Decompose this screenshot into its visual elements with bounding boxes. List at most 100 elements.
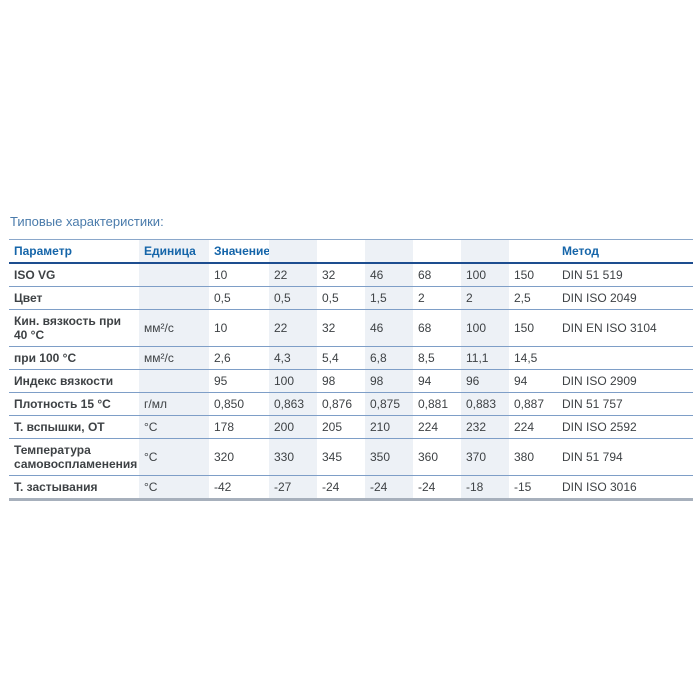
unit-cell: °C — [139, 415, 209, 439]
table-row-viscosity-index: Индекс вязкости 95 100 98 98 94 96 94 DI… — [9, 369, 693, 393]
col-header-value: Значение — [214, 244, 269, 258]
col-header-spacer — [413, 240, 461, 264]
table-row-autoignition: Температура самовоспламенения °C 320 330… — [9, 438, 693, 476]
method-cell — [557, 347, 693, 370]
value-cell: 0,5 — [214, 291, 231, 305]
table-row-kin-viscosity-100: при 100 °C мм²/с 2,6 4,3 5,4 6,8 8,5 11,… — [9, 346, 693, 370]
value-cell: 0,876 — [322, 397, 353, 411]
value-cell: 22 — [269, 309, 317, 347]
value-cell: -27 — [269, 475, 317, 500]
parameter-cell: Кин. вязкость при 40 °C — [14, 314, 122, 342]
value-cell: 350 — [365, 438, 413, 476]
value-cell: 8,5 — [418, 351, 435, 365]
value-cell: 94 — [514, 374, 528, 388]
value-cell: 68 — [418, 321, 432, 335]
col-header-parameter: Параметр — [14, 244, 72, 258]
value-cell: 32 — [322, 321, 336, 335]
unit-cell: мм²/с — [139, 309, 209, 347]
method-cell: DIN ISO 2049 — [562, 291, 637, 305]
col-header-spacer — [509, 240, 557, 264]
value-cell: 22 — [269, 263, 317, 287]
value-cell: 0,881 — [418, 397, 449, 411]
unit-cell — [139, 263, 209, 287]
method-cell: DIN 51 757 — [562, 397, 623, 411]
value-cell: 32 — [322, 268, 336, 282]
col-header-unit: Единица — [139, 239, 209, 263]
value-cell: 0,883 — [461, 392, 509, 416]
value-cell: 100 — [269, 369, 317, 393]
value-cell: 6,8 — [365, 346, 413, 370]
method-cell: DIN 51 794 — [562, 450, 623, 464]
value-cell: 150 — [514, 268, 535, 282]
value-cell: 5,4 — [322, 351, 339, 365]
parameter-cell: при 100 °C — [14, 351, 77, 365]
method-cell: DIN ISO 2909 — [562, 374, 637, 388]
value-cell: 98 — [365, 369, 413, 393]
table-row-kin-viscosity-40: Кин. вязкость при 40 °C мм²/с 10 22 32 4… — [9, 309, 693, 347]
method-cell: DIN ISO 3016 — [562, 480, 637, 494]
value-cell: -18 — [461, 475, 509, 500]
col-header-spacer — [317, 240, 365, 264]
value-cell: 178 — [214, 420, 235, 434]
characteristics-section: Типовые характеристики: Параметр Единица… — [9, 214, 693, 501]
table-row-pour-point: Т. застывания °C -42 -27 -24 -24 -24 -18… — [9, 475, 693, 500]
value-cell: 0,5 — [322, 291, 339, 305]
value-cell: 2,5 — [514, 291, 531, 305]
value-cell: 4,3 — [269, 346, 317, 370]
value-cell: 100 — [461, 309, 509, 347]
col-header-spacer — [365, 239, 413, 263]
value-cell: -42 — [214, 480, 232, 494]
method-cell: DIN EN ISO 3104 — [562, 321, 657, 335]
value-cell: 205 — [322, 420, 343, 434]
value-cell: 232 — [461, 415, 509, 439]
unit-cell — [139, 286, 209, 310]
value-cell: 200 — [269, 415, 317, 439]
parameter-cell: Т. вспышки, ОТ — [14, 420, 105, 434]
value-cell: 224 — [514, 420, 535, 434]
value-cell: 345 — [322, 450, 343, 464]
value-cell: 380 — [514, 450, 535, 464]
value-cell: -24 — [322, 480, 340, 494]
value-cell: 1,5 — [365, 286, 413, 310]
value-cell: 224 — [418, 420, 439, 434]
value-cell: 330 — [269, 438, 317, 476]
col-header-spacer — [461, 239, 509, 263]
value-cell: 0,887 — [514, 397, 545, 411]
section-title: Типовые характеристики: — [10, 214, 164, 229]
value-cell: -24 — [418, 480, 436, 494]
value-cell: 0,875 — [365, 392, 413, 416]
value-cell: 210 — [365, 415, 413, 439]
value-cell: 150 — [514, 321, 535, 335]
value-cell: 96 — [461, 369, 509, 393]
table-row-iso-vg: ISO VG 10 22 32 46 68 100 150 DIN 51 519 — [9, 263, 693, 287]
unit-cell: °C — [139, 438, 209, 476]
unit-cell — [139, 369, 209, 393]
parameter-cell: Плотность 15 °C — [14, 397, 111, 411]
value-cell: 98 — [322, 374, 336, 388]
value-cell: 370 — [461, 438, 509, 476]
parameter-cell: ISO VG — [14, 268, 56, 282]
value-cell: 0,5 — [269, 286, 317, 310]
parameter-cell: Температура самовоспламенения — [14, 443, 138, 471]
parameter-cell: Индекс вязкости — [14, 374, 114, 388]
unit-cell: г/мл — [139, 392, 209, 416]
unit-cell: мм²/с — [139, 346, 209, 370]
value-cell: -24 — [365, 475, 413, 500]
value-cell: 10 — [214, 321, 228, 335]
value-cell: 2 — [418, 291, 425, 305]
value-cell: -15 — [514, 480, 532, 494]
unit-cell: °C — [139, 475, 209, 500]
value-cell: 320 — [214, 450, 235, 464]
table-row-flash-point: Т. вспышки, ОТ °C 178 200 205 210 224 23… — [9, 415, 693, 439]
method-cell: DIN ISO 2592 — [562, 420, 637, 434]
table-header-row: Параметр Единица Значение Метод — [9, 239, 693, 264]
col-header-method: Метод — [562, 244, 600, 258]
value-cell: 2,6 — [214, 351, 231, 365]
value-cell: 46 — [365, 263, 413, 287]
value-cell: 46 — [365, 309, 413, 347]
value-cell: 10 — [214, 268, 228, 282]
value-cell: 0,863 — [269, 392, 317, 416]
value-cell: 11,1 — [461, 346, 509, 370]
value-cell: 68 — [418, 268, 432, 282]
